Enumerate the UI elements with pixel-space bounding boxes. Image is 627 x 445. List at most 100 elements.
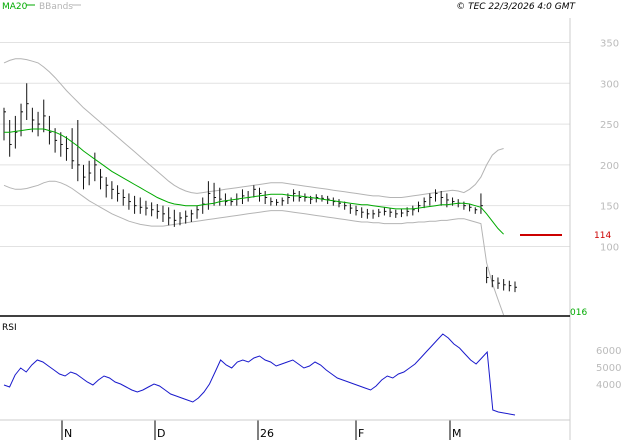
price-bar-14 — [82, 164, 86, 190]
price-tick-350: 350 — [600, 38, 619, 49]
bb-lower-line — [3, 180, 505, 316]
price-bar-75 — [429, 193, 432, 206]
price-bar-43 — [247, 190, 251, 202]
price-bar-62 — [355, 205, 359, 216]
price-bar-70 — [400, 208, 404, 218]
price-bar-22 — [128, 193, 131, 210]
rsi-tick-50: 5000 — [596, 363, 621, 374]
price-bar-58 — [332, 197, 336, 206]
price-bar-45 — [259, 187, 262, 202]
price-bar-74 — [423, 197, 427, 209]
price-bar-6 — [37, 111, 41, 137]
x-label-F: F — [358, 427, 364, 440]
legend-bbands: BBands — [39, 2, 73, 12]
price-bar-59 — [338, 199, 341, 208]
price-bar-34 — [196, 205, 200, 219]
price-bar-49 — [281, 197, 285, 206]
price-bar-73 — [417, 201, 421, 213]
price-bar-60 — [344, 201, 347, 210]
price-bar-17 — [100, 168, 103, 190]
price-tick-300: 300 — [600, 79, 619, 90]
price-bar-21 — [122, 189, 126, 206]
price-bar-29 — [168, 207, 171, 226]
price-bar-84 — [480, 193, 483, 214]
price-bar-89 — [508, 280, 512, 292]
price-bar-90 — [514, 281, 517, 293]
price-bar-31 — [179, 212, 183, 226]
price-bar-42 — [241, 189, 245, 205]
price-bar-39 — [224, 193, 228, 206]
price-bar-3 — [20, 103, 24, 137]
bb-upper-line — [3, 58, 504, 198]
rsi-title: RSI — [2, 323, 17, 333]
last-price-label: 114 — [594, 231, 611, 241]
price-bars — [3, 83, 517, 293]
grid-layer — [0, 41, 570, 247]
price-bar-28 — [162, 205, 165, 222]
rsi-polyline — [3, 333, 516, 416]
price-bar-20 — [117, 185, 120, 202]
price-bar-88 — [503, 279, 506, 291]
price-bar-15 — [88, 160, 92, 186]
price-bar-30 — [173, 209, 177, 227]
price-bar-64 — [366, 208, 370, 219]
price-bar-87 — [497, 277, 500, 289]
price-bar-44 — [253, 185, 256, 198]
price-bar-32 — [185, 210, 188, 224]
price-bar-69 — [395, 209, 398, 218]
price-bar-12 — [71, 128, 75, 169]
price-bar-86 — [491, 275, 495, 288]
x-label-M: M — [452, 427, 462, 440]
price-bar-27 — [156, 204, 160, 219]
rsi-tick-40: 4000 — [596, 380, 621, 391]
price-bar-2 — [14, 115, 18, 149]
price-bar-7 — [43, 99, 46, 133]
price-bar-37 — [213, 182, 217, 206]
price-bar-36 — [207, 181, 211, 210]
price-tick-150: 150 — [600, 202, 619, 213]
price-bar-26 — [151, 202, 154, 217]
ma20-line — [4, 128, 504, 235]
price-bar-76 — [435, 189, 438, 202]
price-bar-66 — [378, 208, 381, 218]
rsi-panel: 4000 5000 6000 — [3, 333, 621, 416]
price-bar-19 — [111, 181, 114, 200]
price-bar-23 — [134, 195, 137, 214]
price-bar-63 — [361, 207, 364, 218]
ma20-polyline — [4, 128, 504, 235]
rsi-tick-60: 6000 — [596, 346, 621, 357]
x-label-N: N — [64, 427, 72, 440]
price-bar-13 — [77, 119, 80, 182]
price-tick-250: 250 — [600, 120, 619, 131]
price-bar-25 — [145, 200, 148, 216]
copyright-text: © TEC 22/3/2026 4:0 GMT — [456, 2, 576, 12]
price-bar-1 — [9, 119, 12, 157]
price-bar-61 — [349, 204, 353, 214]
x-label-26: 26 — [260, 427, 274, 440]
price-bar-48 — [276, 199, 279, 206]
price-bar-82 — [469, 204, 472, 212]
price-bar-47 — [270, 197, 273, 206]
price-bar-35 — [202, 197, 205, 214]
price-bar-16 — [94, 152, 97, 182]
price-bar-0 — [3, 107, 6, 141]
price-bar-68 — [389, 208, 393, 218]
x-label-D: D — [157, 427, 165, 440]
price-bar-18 — [105, 177, 109, 198]
price-bar-72 — [412, 205, 415, 216]
price-bar-67 — [383, 207, 387, 216]
price-bar-33 — [190, 209, 194, 222]
legend-ma20: MA20 — [2, 2, 28, 12]
axis-layer: 100 150 200 250 300 350 N D 26 F M — [0, 18, 619, 440]
price-bar-46 — [264, 190, 268, 205]
price-bar-56 — [321, 195, 324, 202]
price-tick-200: 200 — [600, 161, 619, 172]
price-bar-4 — [26, 83, 29, 120]
low-price-label: 016 — [570, 308, 587, 318]
price-bar-40 — [230, 197, 234, 206]
price-tick-100: 100 — [600, 242, 619, 253]
price-bar-24 — [139, 197, 143, 214]
price-bar-65 — [372, 209, 376, 219]
